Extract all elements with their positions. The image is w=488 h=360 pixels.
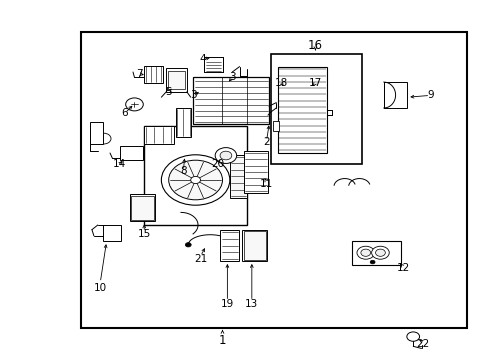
Text: 8: 8 bbox=[180, 166, 186, 176]
Bar bbox=[166, 68, 186, 92]
Bar bbox=[220, 230, 238, 261]
Circle shape bbox=[185, 243, 191, 247]
Text: 16: 16 bbox=[307, 39, 322, 51]
Text: 1: 1 bbox=[218, 334, 226, 347]
Circle shape bbox=[215, 148, 236, 163]
Bar bbox=[351, 241, 400, 265]
Circle shape bbox=[369, 260, 374, 264]
Bar bbox=[193, 77, 268, 124]
Circle shape bbox=[96, 133, 111, 144]
Text: 3: 3 bbox=[189, 90, 196, 100]
Text: 2: 2 bbox=[263, 137, 269, 147]
Text: 7: 7 bbox=[136, 69, 142, 79]
Bar bbox=[244, 151, 267, 193]
Text: 17: 17 bbox=[308, 78, 322, 88]
Circle shape bbox=[161, 155, 229, 205]
Text: 9: 9 bbox=[426, 90, 433, 100]
Circle shape bbox=[360, 249, 370, 256]
Bar bbox=[229, 155, 246, 198]
Text: 3: 3 bbox=[228, 72, 235, 82]
Circle shape bbox=[375, 249, 385, 256]
Circle shape bbox=[168, 160, 222, 200]
Bar bbox=[144, 126, 173, 144]
Text: 10: 10 bbox=[94, 283, 106, 293]
Bar bbox=[193, 82, 206, 95]
Circle shape bbox=[356, 246, 374, 259]
Bar bbox=[102, 225, 121, 241]
Bar bbox=[243, 231, 265, 260]
Text: 6: 6 bbox=[121, 108, 128, 118]
Bar bbox=[383, 82, 407, 108]
Bar bbox=[129, 194, 155, 221]
Text: 4: 4 bbox=[199, 54, 206, 64]
Bar bbox=[272, 121, 278, 131]
Bar bbox=[81, 32, 466, 328]
Bar bbox=[144, 66, 163, 83]
Circle shape bbox=[125, 98, 143, 111]
Text: 21: 21 bbox=[193, 254, 207, 264]
Text: 11: 11 bbox=[259, 179, 273, 189]
Bar bbox=[120, 146, 143, 160]
Circle shape bbox=[406, 332, 419, 341]
Circle shape bbox=[371, 246, 388, 259]
Bar bbox=[144, 126, 246, 225]
Circle shape bbox=[220, 151, 231, 160]
Text: 5: 5 bbox=[165, 87, 172, 97]
Text: 12: 12 bbox=[396, 263, 409, 273]
Text: 19: 19 bbox=[220, 299, 234, 309]
Bar bbox=[271, 54, 361, 164]
Text: 20: 20 bbox=[211, 159, 224, 169]
Bar bbox=[90, 122, 102, 144]
Text: 22: 22 bbox=[415, 339, 429, 349]
Text: 13: 13 bbox=[244, 299, 258, 309]
Bar bbox=[131, 196, 153, 220]
Text: 18: 18 bbox=[274, 78, 287, 88]
Bar bbox=[204, 57, 223, 72]
Bar bbox=[242, 230, 267, 261]
Bar bbox=[168, 71, 184, 89]
Bar bbox=[176, 108, 190, 137]
Text: 15: 15 bbox=[137, 229, 151, 239]
Text: 14: 14 bbox=[113, 159, 126, 169]
Bar bbox=[277, 67, 326, 153]
Circle shape bbox=[190, 176, 200, 184]
